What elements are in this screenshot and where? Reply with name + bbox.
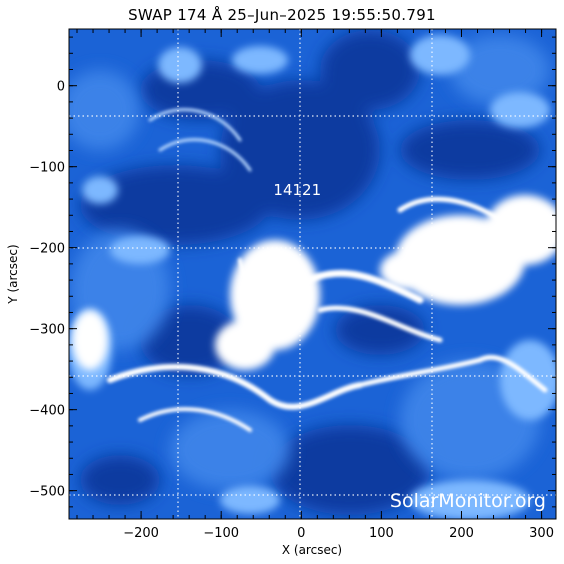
x-tick-label: 0 (297, 526, 305, 541)
x-axis-label: X (arcsec) (282, 543, 342, 557)
solar-corona-image (69, 29, 556, 519)
y-tick-label: −200 (29, 242, 65, 257)
active-region-label: 14121 (273, 181, 321, 199)
y-tick-label: −100 (29, 161, 65, 176)
x-tick-label: 200 (449, 526, 474, 541)
x-tick-label: 300 (529, 526, 554, 541)
x-tick-label: −100 (203, 526, 239, 541)
y-tick-label: −400 (29, 404, 65, 419)
y-tick-label: −300 (29, 323, 65, 338)
x-axis-ticks: −200 −100 0 100 200 300 (76, 29, 554, 541)
watermark-text: SolarMonitor.org (390, 490, 546, 512)
x-tick-label: −200 (123, 526, 159, 541)
y-axis-ticks: 0 −100 −200 −300 −400 −500 (29, 36, 556, 508)
plot-frame (68, 28, 557, 520)
y-tick-label: 0 (57, 80, 65, 95)
y-tick-label: −500 (29, 485, 65, 500)
y-axis-label: Y (arcsec) (6, 244, 20, 304)
x-tick-label: 100 (369, 526, 394, 541)
image-title: SWAP 174 Å 25–Jun–2025 19:55:50.791 (128, 6, 436, 24)
